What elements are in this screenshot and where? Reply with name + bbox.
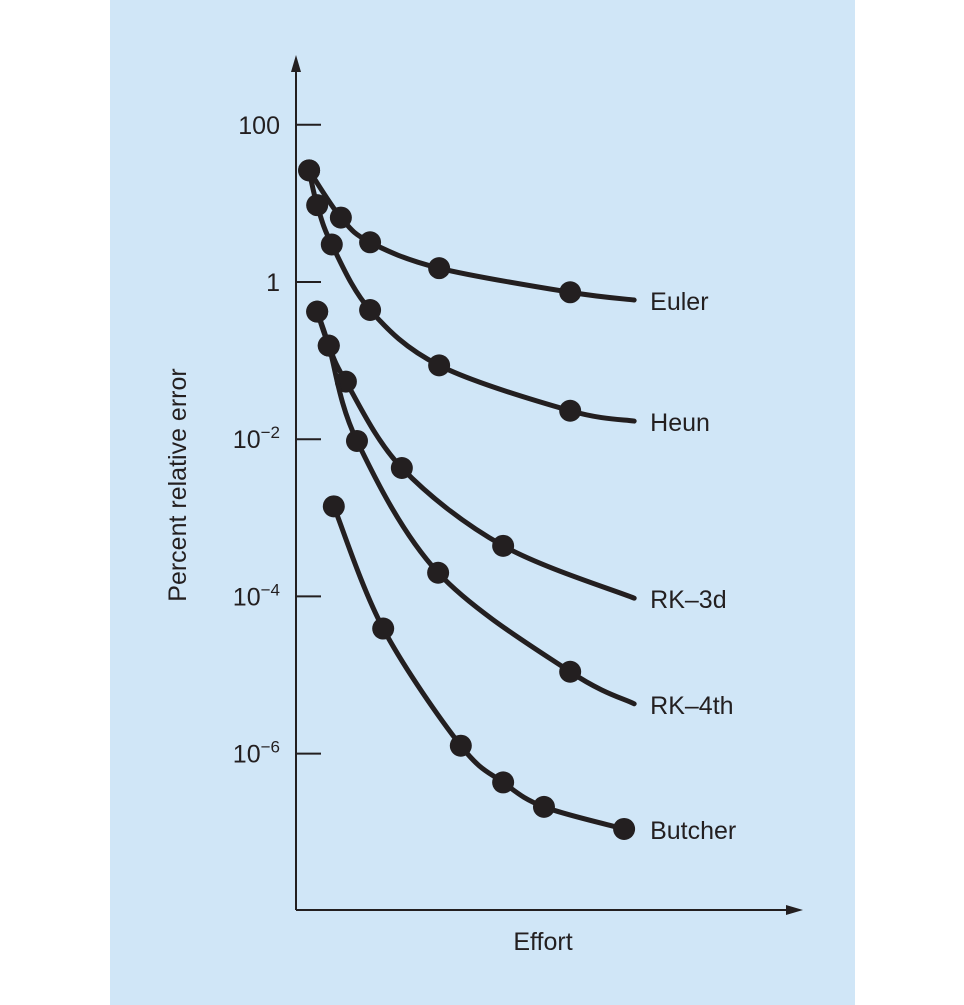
data-point-heun: [320, 233, 343, 256]
data-point-euler: [428, 257, 451, 280]
data-point-heun: [359, 299, 382, 322]
data-point-euler: [329, 206, 352, 229]
y-tick-label-base: 10: [233, 426, 261, 454]
series-label-euler: Euler: [650, 288, 708, 316]
y-tick-label-exponent: −4: [261, 580, 280, 599]
data-point-butcher: [322, 495, 345, 518]
data-point-butcher: [372, 617, 395, 640]
series-label-rk-4th: RK–4th: [650, 692, 733, 720]
series-label-heun: Heun: [650, 409, 710, 437]
y-tick-label-base: 10: [233, 741, 261, 769]
data-point-heun: [298, 159, 321, 182]
y-tick-label: 10−2: [233, 423, 280, 454]
y-axis-arrow: [291, 55, 301, 72]
data-point-rk-4th: [317, 334, 340, 357]
data-point-rk-4th: [427, 561, 450, 584]
series-line-euler: [306, 167, 637, 303]
x-axis-arrow: [786, 905, 803, 915]
y-tick-label-exponent: −6: [261, 738, 280, 757]
axes: [291, 55, 803, 915]
data-point-euler: [359, 231, 382, 254]
data-point-heun: [559, 399, 582, 422]
y-tick-label: 1: [266, 269, 280, 297]
data-point-rk-4th: [559, 660, 582, 683]
data-point-euler: [559, 281, 582, 304]
series-labels: Euler Heun RK–3d RK–4th Butcher: [650, 288, 736, 845]
series-lines: [298, 159, 637, 840]
series-line-rk-4th: [314, 309, 637, 707]
y-axis-label: Percent relative error: [164, 368, 192, 601]
data-point-butcher: [532, 795, 555, 818]
data-point-rk-3d: [390, 457, 413, 480]
y-tick-label: 10−4: [233, 580, 280, 611]
data-point-rk-4th: [345, 429, 368, 452]
x-axis-label: Effort: [513, 928, 572, 956]
data-point-heun: [306, 194, 329, 217]
series-label-rk-3d: RK–3d: [650, 586, 726, 614]
y-tick-label: 10−6: [233, 738, 280, 769]
y-tick-label: 100: [238, 112, 280, 140]
data-point-rk-3d: [492, 534, 515, 557]
chart-background: [110, 0, 855, 1005]
y-tick-label-exponent: −2: [261, 423, 280, 442]
data-point-butcher: [449, 734, 472, 757]
data-point-rk-4th: [306, 300, 329, 323]
series-line-butcher: [331, 503, 627, 832]
y-tick-label-base: 100: [238, 112, 280, 140]
data-point-butcher: [492, 771, 515, 794]
data-point-heun: [428, 354, 451, 377]
series-label-butcher: Butcher: [650, 817, 736, 845]
y-tick-label-base: 10: [233, 583, 261, 611]
data-point-butcher: [613, 817, 636, 840]
y-tick-label-base: 1: [266, 269, 280, 297]
